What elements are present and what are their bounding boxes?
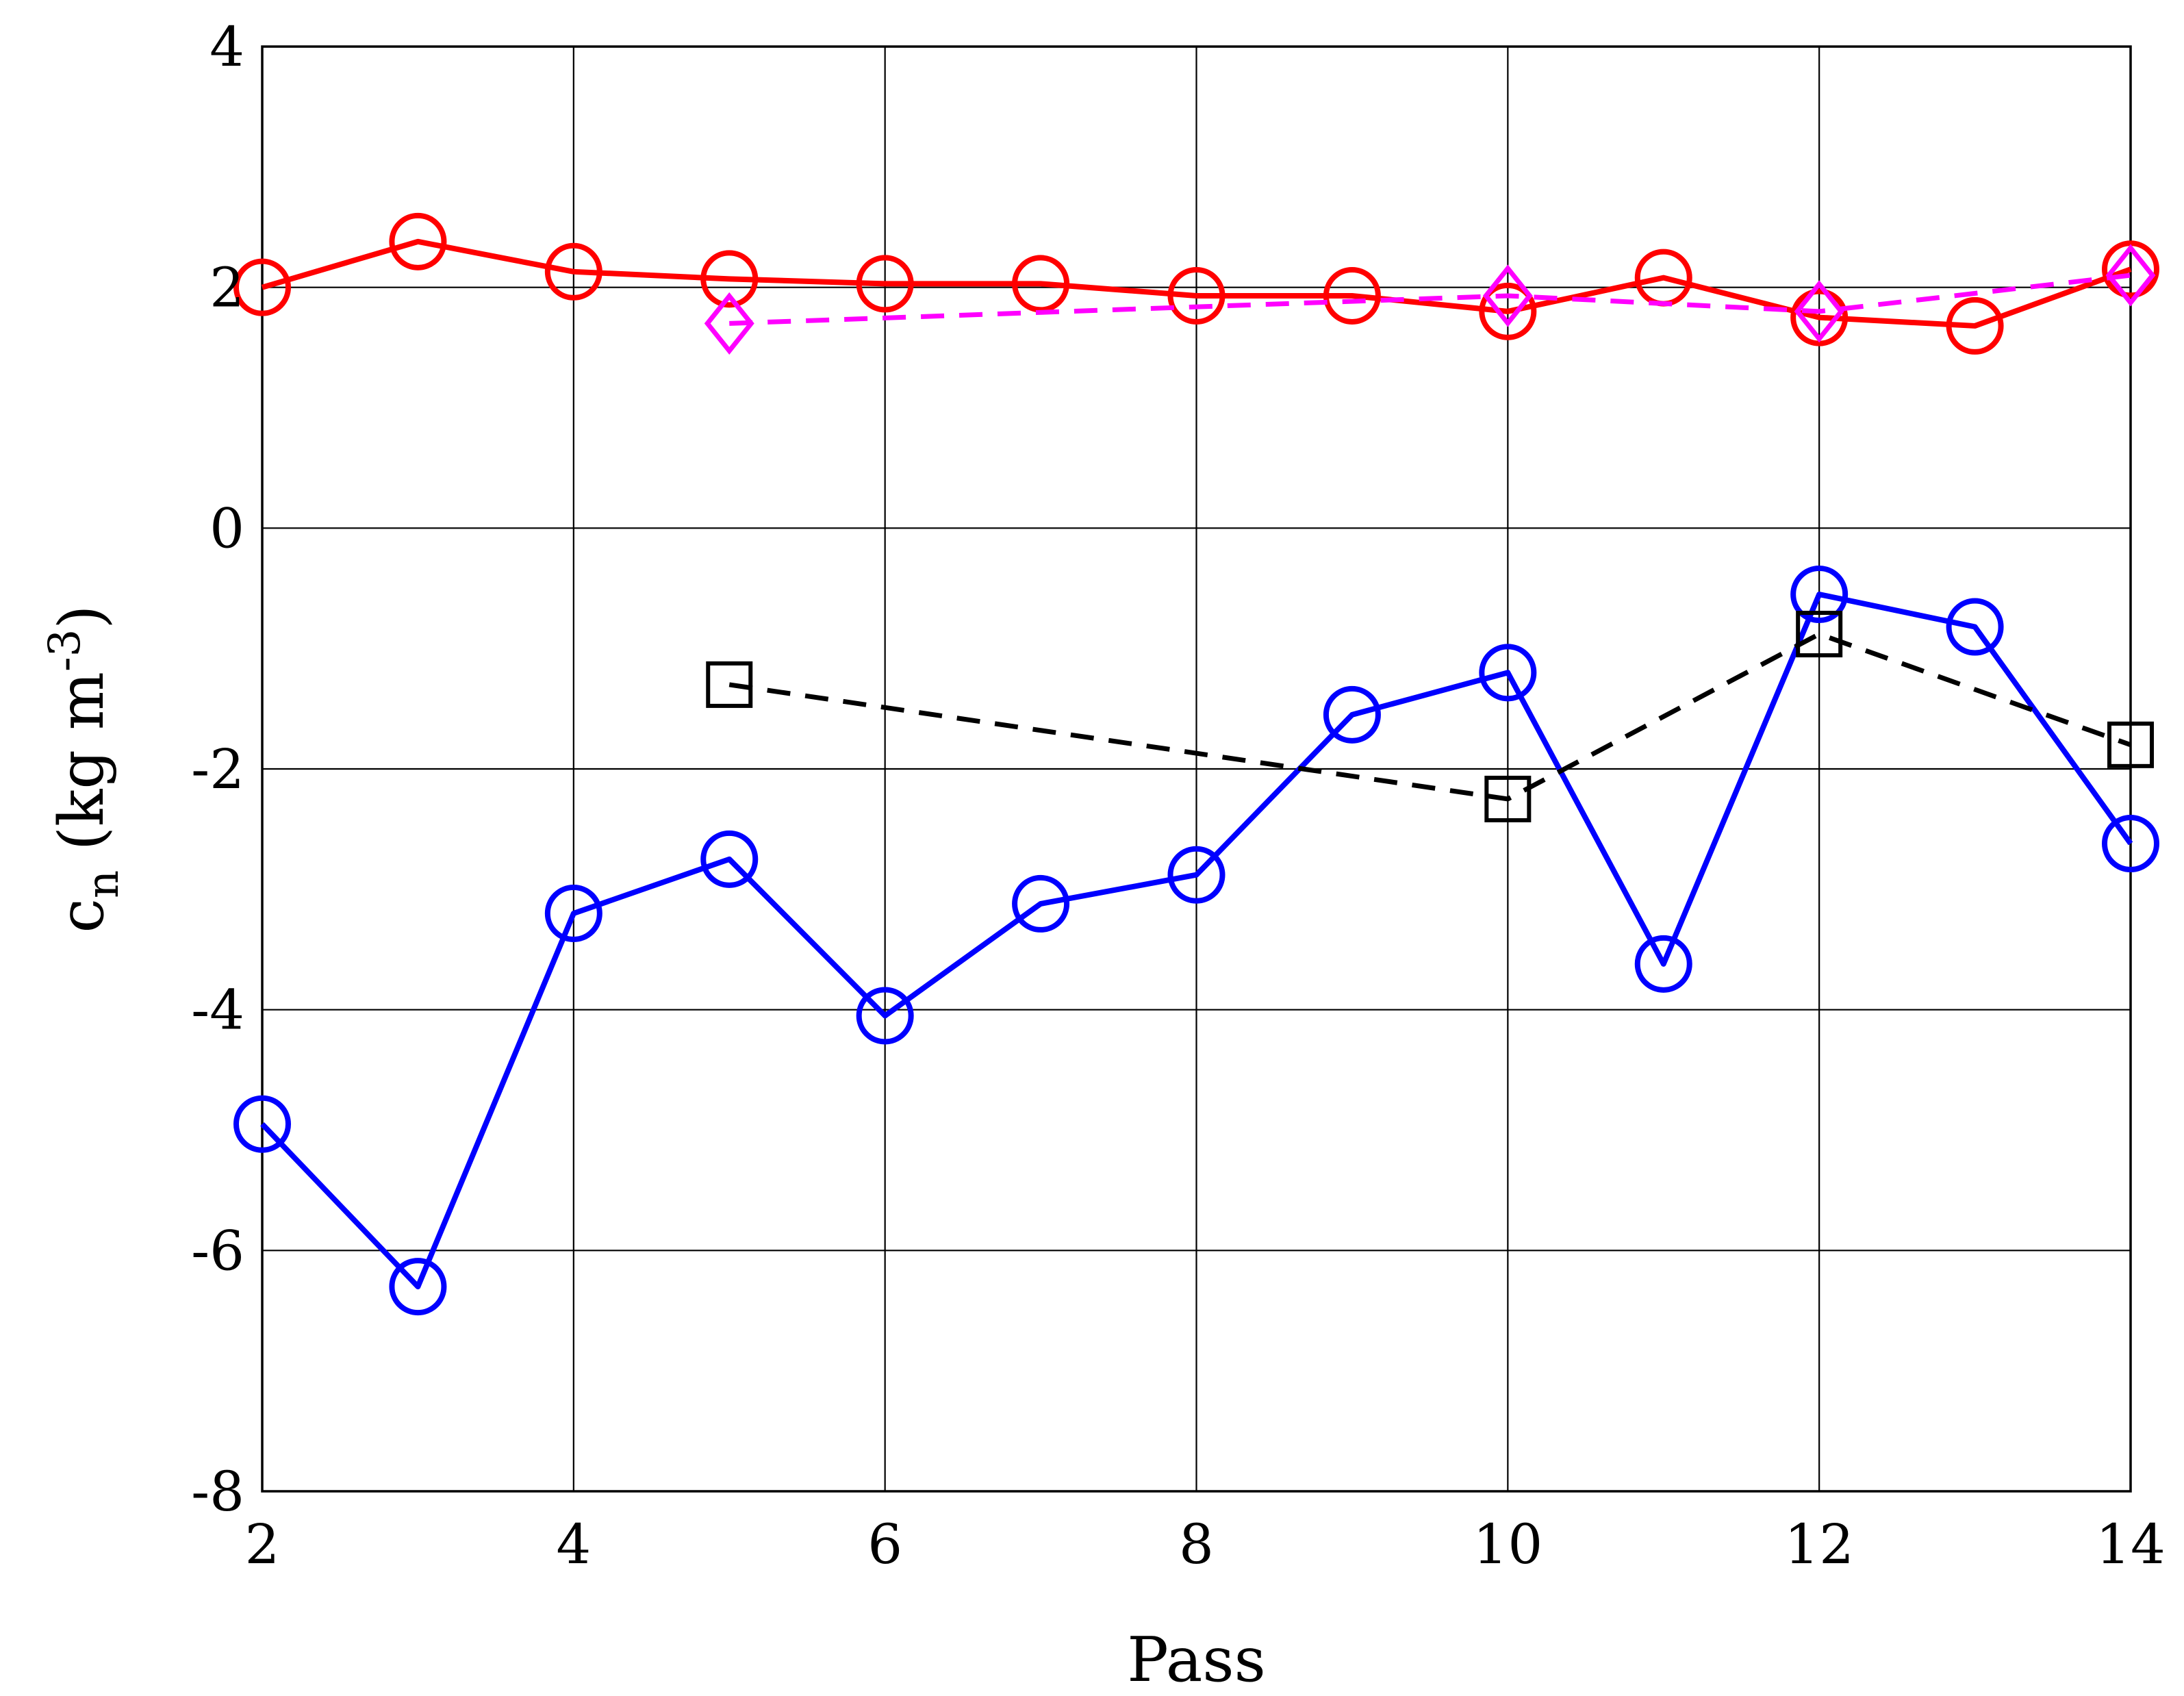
y-tick-label-2: 2 [209,256,244,320]
series-0 [233,212,2159,355]
x-tick-label-12: 12 [1784,1513,1854,1576]
series-2-point-1 [389,1258,447,1316]
series-2-point-9 [1634,935,1692,993]
y-axis-label-unit-open: (kg m [46,672,118,870]
plot-frame [261,45,2132,1493]
y-axis-label-superscript: -3 [40,629,90,672]
y-tick-label--2: -2 [191,737,244,801]
series-2-point-10 [1790,566,1849,624]
y-axis-label: cn (kg m-3) [40,605,129,933]
series-1-point-0 [704,292,754,355]
y-tick-label--6: -6 [191,1219,244,1282]
series-3-point-0 [706,661,753,708]
series-2-point-3 [700,830,759,888]
series-2-point-11 [1946,598,2004,656]
x-tick-label-10: 10 [1473,1513,1542,1576]
series-0-point-5 [1012,255,1070,313]
series-0-line [261,238,2132,329]
series-2-point-4 [856,987,914,1045]
series-2-point-5 [1012,874,1070,933]
series-0-point-2 [544,242,602,301]
series-3-point-2 [1796,611,1843,658]
series-0-point-10 [1790,288,1849,346]
series-0-point-3 [700,250,759,308]
series-1-point-3 [2105,244,2156,307]
x-tick-label-8: 8 [1179,1513,1214,1576]
series-0-point-6 [1167,266,1226,325]
series-3-point-1 [1484,775,1532,822]
series-1-line [729,273,2131,326]
x-tick-label-4: 4 [556,1513,591,1576]
y-tick-label-0: 0 [209,496,244,560]
series-0-point-8 [1479,282,1537,340]
series-2-point-12 [2102,815,2159,873]
series-1-point-1 [1482,264,1533,327]
y-axis-label-base: c [46,898,118,933]
x-tick-label-14: 14 [2096,1513,2166,1576]
tick-labels: 2 4 6 8 10 12 14 -8 -6 -4 -2 0 2 4 [191,15,2166,1576]
y-tick-label-4: 4 [209,15,244,79]
series-2-point-8 [1479,644,1537,702]
series-3-line [728,631,2132,802]
series-0-point-7 [1323,266,1381,325]
series-0-point-1 [389,212,447,270]
x-tick-label-2: 2 [245,1513,280,1576]
series-2 [233,566,2159,1316]
series-0-point-11 [1946,296,2004,355]
x-tick-label-6: 6 [867,1513,902,1576]
series-1 [704,244,2156,355]
series-layer [233,212,2159,1316]
series-2-point-7 [1323,685,1381,744]
series-0-point-4 [856,255,914,313]
series-3 [706,611,2154,822]
y-tick-label--4: -4 [191,978,244,1042]
series-0-point-12 [2102,240,2159,299]
series-1-point-2 [1794,280,1844,343]
series-3-point-3 [2107,721,2154,768]
series-0-point-0 [233,258,291,316]
series-2-point-6 [1167,846,1226,904]
y-tick-label--8: -8 [191,1460,244,1523]
series-2-point-0 [233,1095,291,1153]
series-2-point-2 [544,885,602,942]
series-2-line [260,592,2133,1290]
x-axis-label: Pass [1127,1624,1266,1696]
y-axis-label-unit-close: ) [46,605,118,629]
y-axis-label-subscript: n [78,870,129,898]
